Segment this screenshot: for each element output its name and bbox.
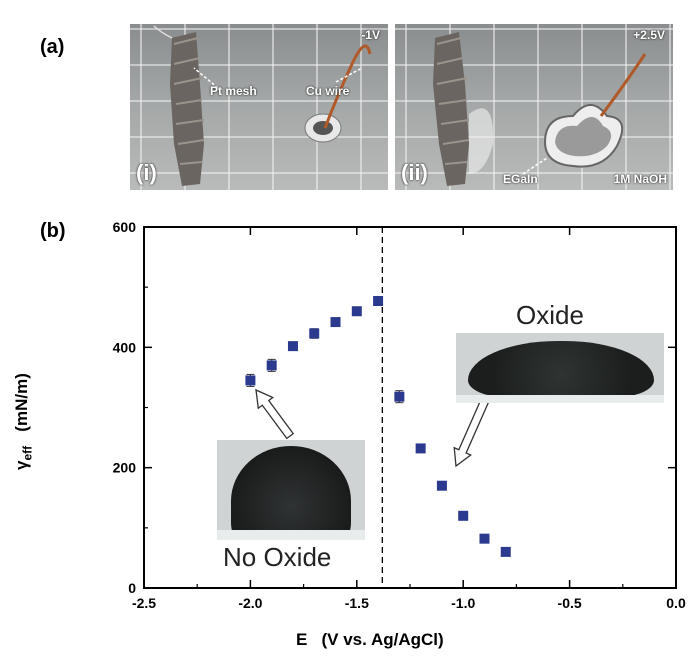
data-point xyxy=(500,546,511,557)
y-tick-label: 0 xyxy=(128,580,136,596)
cu-wire-label: Cu wire xyxy=(306,84,350,98)
x-tick-label: 0.0 xyxy=(666,595,686,611)
data-point xyxy=(351,306,362,317)
bubble-cloud xyxy=(469,108,494,174)
egain-label: EGaIn xyxy=(503,172,538,186)
data-point xyxy=(266,360,277,371)
panel-b-label: (b) xyxy=(40,220,66,242)
voltage-label-ii: +2.5V xyxy=(633,28,665,42)
photo-i-label: (i) xyxy=(136,160,157,185)
cu-wire-shape xyxy=(599,53,647,117)
y-tick-label: 600 xyxy=(113,219,137,235)
no-oxide-droplet xyxy=(231,446,351,540)
photo-i: -1V Pt mesh Cu wire (i) xyxy=(130,24,388,190)
data-point xyxy=(309,328,320,339)
cu-wire-shape xyxy=(323,44,372,129)
data-point xyxy=(458,510,469,521)
y-axis-subscript: eff xyxy=(20,445,35,461)
data-point xyxy=(394,391,405,402)
x-axis-title: E (V vs. Ag/AgCl) xyxy=(296,630,444,649)
egain-droplet-core xyxy=(313,121,333,135)
photo-i-illustration xyxy=(153,25,372,186)
y-axis-title: γeff (mN/m) xyxy=(12,373,34,470)
data-point xyxy=(245,375,256,386)
egain-spread-inner xyxy=(555,117,612,157)
no-oxide-arrow xyxy=(255,388,295,440)
pt-mesh-pointer xyxy=(193,67,219,89)
oxide-label: Oxide xyxy=(516,300,584,330)
pt-mesh-label: Pt mesh xyxy=(210,84,257,98)
y-tick-label: 400 xyxy=(113,339,137,355)
pt-mesh-shape xyxy=(433,32,469,186)
photo-ii-illustration xyxy=(433,32,647,186)
panel-a-label: (a) xyxy=(40,36,65,58)
substrate-line xyxy=(456,395,664,403)
photo-ii: +2.5V EGaIn 1M NaOH (ii) xyxy=(395,24,673,190)
no-oxide-droplet-photo xyxy=(217,440,365,540)
x-tick-label: -1.5 xyxy=(345,595,369,611)
pt-mesh-texture xyxy=(436,37,470,165)
oxide-droplet xyxy=(468,341,654,397)
y-axis-symbol: γ xyxy=(12,460,31,470)
data-point xyxy=(415,443,426,454)
x-tick-label: -0.5 xyxy=(558,595,582,611)
x-tick-label: -2.0 xyxy=(238,595,262,611)
no-oxide-label: No Oxide xyxy=(223,542,332,572)
mesh-wire xyxy=(153,25,173,39)
substrate-line xyxy=(217,530,365,540)
y-tick-label: 200 xyxy=(113,460,137,476)
data-point xyxy=(436,480,447,491)
x-tick-label: -1.0 xyxy=(451,595,475,611)
photo-ii-label: (ii) xyxy=(401,160,428,185)
x-tick-label: -2.5 xyxy=(132,595,156,611)
data-point xyxy=(373,296,384,307)
pt-mesh-shape xyxy=(170,32,204,186)
electrolyte-label: 1M NaOH xyxy=(613,172,667,186)
oxide-arrow xyxy=(453,395,491,468)
data-point xyxy=(330,317,341,328)
pt-mesh-texture xyxy=(173,37,205,165)
data-point xyxy=(479,533,490,544)
data-point xyxy=(287,341,298,352)
y-axis-unit: (mN/m) xyxy=(12,373,31,432)
oxide-droplet-photo xyxy=(456,333,664,403)
voltage-label-i: -1V xyxy=(361,28,380,42)
